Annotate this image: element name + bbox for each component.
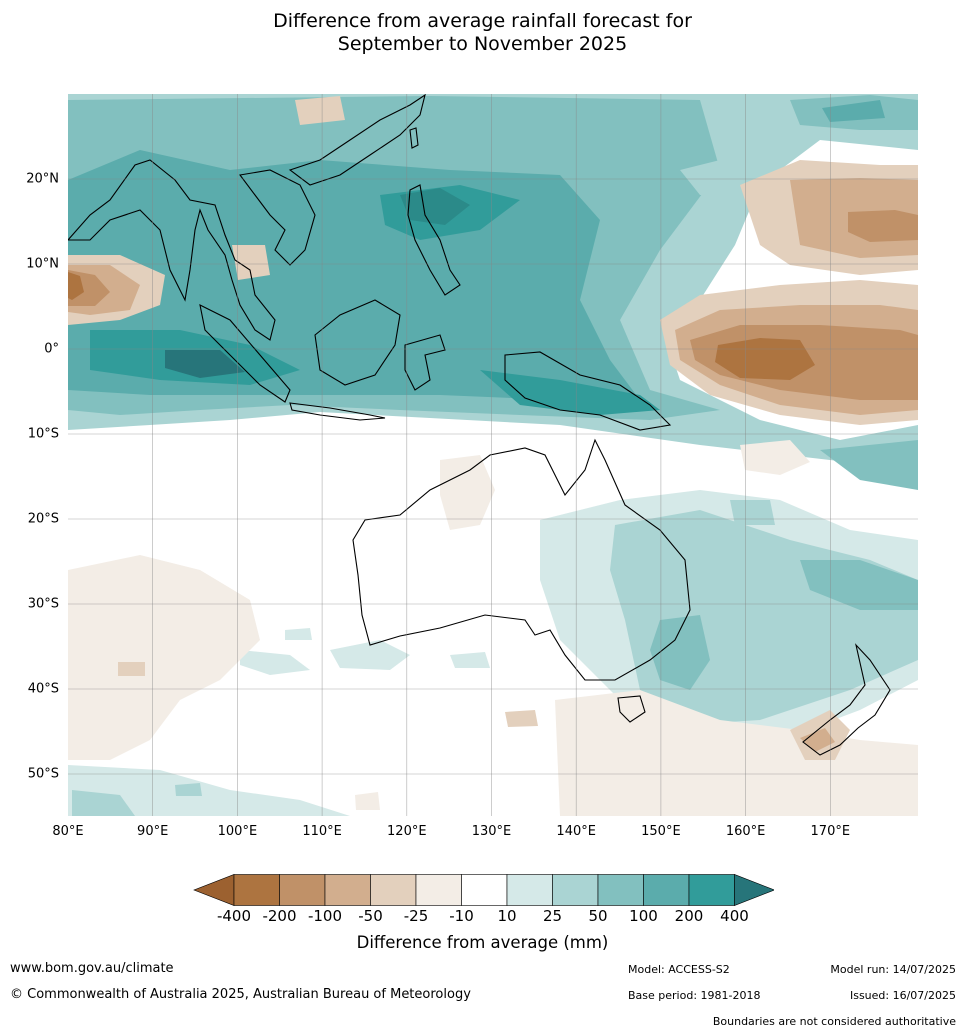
lat-label-10n: 10°N — [26, 256, 59, 272]
graticule — [68, 94, 918, 816]
title-line-2: September to November 2025 — [337, 33, 628, 55]
website-link[interactable]: www.bom.gov.au/climate — [10, 961, 174, 976]
colorbar-tick-label: 100 — [629, 907, 658, 925]
colorbar-tick-label: -100 — [307, 907, 343, 925]
asia-coast — [68, 159, 276, 341]
base-period-text: Base period: 1981-2018 — [628, 989, 761, 1002]
colorbar-tick-label: -400 — [216, 907, 252, 925]
colorbar-segments — [193, 874, 774, 906]
colorbar-swatch — [370, 874, 417, 906]
lat-label-0: 0° — [44, 341, 59, 357]
dry-anomaly-regions — [68, 96, 918, 816]
taiwan-coast — [409, 127, 419, 149]
colorbar-extend-low — [193, 874, 235, 906]
map-area — [68, 94, 918, 816]
wet-anomaly-regions — [68, 94, 918, 816]
colorbar-swatch — [324, 874, 371, 906]
colorbar-tick-label: -25 — [403, 907, 429, 925]
lat-label-30s: 30°S — [27, 596, 59, 612]
java-coast — [289, 402, 386, 421]
lon-label-150e: 150°E — [641, 824, 681, 839]
colorbar-label: Difference from average (mm) — [356, 933, 609, 952]
colorbar-tick-label: -50 — [358, 907, 383, 925]
new-guinea-coast — [504, 351, 672, 431]
copyright-text: © Commonwealth of Australia 2025, Austra… — [10, 987, 471, 1002]
indochina-coast — [239, 169, 316, 266]
lat-label-20s: 20°S — [27, 511, 59, 527]
lat-label-10s: 10°S — [27, 426, 59, 442]
colorbar-tick-label: 200 — [674, 907, 704, 925]
model-text: Model: ACCESS-S2 — [628, 963, 730, 976]
lon-label-170e: 170°E — [810, 824, 851, 839]
borneo-coast — [314, 299, 401, 386]
colorbar-tick-label: 10 — [497, 907, 517, 925]
issued-text: Issued: 16/07/2025 — [849, 989, 956, 1002]
lon-label-90e: 90°E — [137, 824, 169, 839]
australia-coast — [352, 438, 691, 681]
lat-label-50s: 50°S — [27, 766, 59, 782]
coastlines — [68, 94, 891, 756]
lon-label-130e: 130°E — [471, 824, 512, 839]
colorbar-swatch — [415, 874, 462, 906]
philippines-coast — [407, 184, 461, 296]
sumatra-coast — [199, 304, 291, 403]
colorbar-swatch — [506, 874, 553, 906]
colorbar-swatch — [643, 874, 690, 906]
chart-title: Difference from average rainfall forecas… — [0, 10, 965, 56]
lon-label-80e: 80°E — [52, 824, 84, 839]
disclaimer-text: Boundaries are not considered authoritat… — [712, 1015, 956, 1028]
colorbar-extend-high — [734, 874, 774, 906]
model-run-text: Model run: 14/07/2025 — [830, 963, 956, 976]
lat-label-40s: 40°S — [27, 681, 59, 697]
colorbar-tick-label: 400 — [720, 907, 749, 925]
colorbar-swatch — [597, 874, 644, 906]
tasmania-coast — [617, 695, 646, 723]
colorbar-swatch — [688, 874, 735, 906]
colorbar-swatch — [461, 874, 508, 906]
lon-label-110e: 110°E — [302, 824, 342, 839]
rainfall-map — [68, 94, 918, 816]
colorbar-swatch — [233, 874, 280, 906]
lon-label-100e: 100°E — [217, 824, 258, 839]
colorbar-tick-label: 50 — [588, 907, 608, 925]
colorbar-tick-label: 25 — [542, 907, 563, 925]
lon-label-140e: 140°E — [556, 824, 596, 839]
colorbar-swatch — [552, 874, 599, 906]
colorbar — [193, 874, 774, 906]
lon-label-120e: 120°E — [387, 824, 427, 839]
colorbar-tick-label: -200 — [262, 907, 297, 925]
lat-label-20n: 20°N — [26, 171, 59, 187]
colorbar-swatch — [279, 874, 326, 906]
lon-label-160e: 160°E — [725, 824, 766, 839]
china-coast — [288, 94, 426, 186]
colorbar-tick-label: -10 — [449, 907, 474, 925]
title-line-1: Difference from average rainfall forecas… — [273, 10, 692, 32]
